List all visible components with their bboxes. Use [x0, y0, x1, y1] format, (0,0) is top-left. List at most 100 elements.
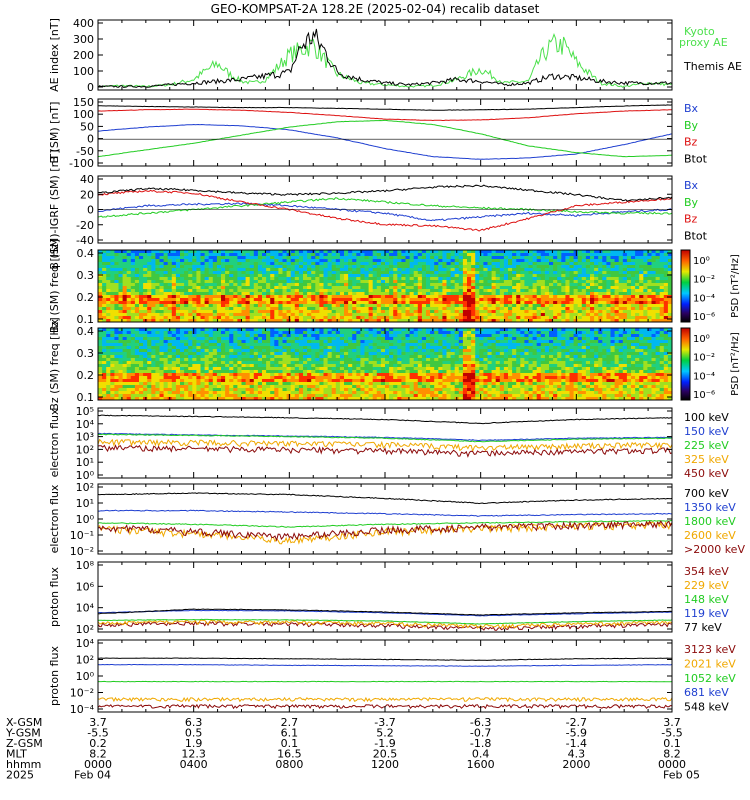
spectrogram-cell: [249, 310, 255, 314]
spectrogram-cell: [257, 277, 263, 281]
spectrogram-cell: [450, 274, 456, 278]
spectrogram-cell: [540, 274, 546, 278]
spectrogram-cell: [163, 268, 169, 272]
spectrogram-cell: [118, 289, 123, 293]
spectrogram-cell: [495, 274, 501, 278]
spectrogram-cell: [590, 298, 595, 302]
spectrogram-cell: [458, 286, 464, 290]
spectrogram-cell: [417, 319, 423, 323]
spectrogram-cell: [446, 274, 451, 278]
spectrogram-cell: [667, 349, 673, 353]
spectrogram-cell: [106, 256, 111, 260]
spectrogram-cell: [651, 334, 656, 338]
spectrogram-cell: [540, 316, 546, 320]
spectrogram-cell: [352, 331, 357, 335]
spectrogram-cell: [147, 295, 152, 299]
spectrogram-cell: [626, 310, 632, 314]
spectrogram-cell: [159, 340, 164, 344]
spectrogram-cell: [184, 259, 189, 263]
spectrogram-cell: [499, 250, 505, 254]
spectrogram-cell: [188, 268, 193, 272]
spectrogram-cell: [376, 313, 382, 317]
spectrogram-cell: [311, 277, 316, 281]
spectrogram-cell: [475, 292, 480, 296]
spectrogram-cell: [479, 262, 484, 266]
spectrogram-cell: [581, 334, 587, 338]
spectrogram-cell: [663, 313, 669, 317]
spectrogram-cell: [122, 271, 128, 275]
spectrogram-cell: [540, 265, 546, 269]
spectrogram-cell: [409, 334, 415, 338]
spectrogram-cell: [667, 286, 673, 290]
spectrogram-cell: [118, 352, 123, 356]
spectrogram-cell: [389, 256, 394, 260]
spectrogram-cell: [581, 337, 587, 341]
spectrogram-cell: [229, 340, 234, 344]
spectrogram-cell: [417, 280, 423, 284]
spectrogram-cell: [356, 286, 361, 290]
spectrogram-cell: [663, 316, 669, 320]
spectrogram-cell: [294, 343, 300, 347]
spectrogram-cell: [442, 328, 447, 332]
spectrogram-cell: [216, 313, 222, 317]
spectrogram-cell: [458, 337, 464, 341]
spectrogram-cell: [405, 301, 410, 305]
spectrogram-cell: [331, 328, 337, 332]
spectrogram-cell: [307, 337, 312, 341]
spectrogram-cell: [565, 349, 570, 353]
spectrogram-cell: [323, 337, 328, 341]
spectrogram-cell: [577, 283, 583, 287]
spectrogram-cell: [639, 313, 644, 317]
spectrogram-cell: [249, 331, 255, 335]
spectrogram-cell: [565, 310, 570, 314]
spectrogram-cell: [196, 259, 201, 263]
spectrogram-cell: [356, 328, 361, 332]
spectrogram-cell: [352, 313, 357, 317]
spectrogram-cell: [200, 253, 205, 257]
spectrogram-cell: [635, 256, 640, 260]
spectrogram-cell: [520, 250, 525, 254]
spectrogram-cell: [450, 250, 456, 254]
spectrogram-cell: [315, 331, 320, 335]
spectrogram-cell: [618, 313, 624, 317]
spectrogram-cell: [360, 256, 365, 260]
spectrogram-cell: [167, 280, 173, 284]
spectrogram-cell: [200, 256, 205, 260]
spectrogram-cell: [618, 274, 624, 278]
spectrogram-cell: [516, 310, 521, 314]
spectrogram-cell: [208, 301, 214, 305]
spectrogram-cell: [417, 337, 423, 341]
spectrogram-cell: [462, 295, 468, 299]
spectrogram-cell: [405, 268, 410, 272]
spectrogram-cell: [389, 304, 394, 308]
spectrogram-cell: [524, 256, 529, 260]
spectrogram-cell: [376, 334, 382, 338]
spectrogram-cell: [483, 250, 488, 254]
spectrogram-cell: [167, 316, 173, 320]
spectrogram-cell: [192, 352, 197, 356]
spectrogram-cell: [270, 346, 275, 350]
spectrogram-cell: [249, 265, 255, 269]
spectrogram-cell: [147, 340, 152, 344]
spectrogram-cell: [352, 262, 357, 266]
spectrogram-cell: [643, 346, 648, 350]
spectrogram-cell: [499, 256, 505, 260]
spectrogram-cell: [413, 295, 419, 299]
spectrogram-cell: [491, 340, 497, 344]
spectrogram-cell: [319, 298, 324, 302]
spectrogram-cell: [577, 253, 583, 257]
spectrogram-cell: [442, 256, 447, 260]
spectrogram-cell: [159, 277, 164, 281]
spectrogram-cell: [663, 331, 669, 335]
spectrogram-cell: [245, 304, 251, 308]
spectrogram-cell: [512, 346, 517, 350]
y-axis-label: AE index [nT]: [48, 18, 61, 92]
spectrogram-cell: [311, 292, 316, 296]
spectrogram-cell: [257, 268, 263, 272]
spectrogram-cell: [532, 349, 538, 353]
spectrogram-cell: [401, 265, 406, 269]
spectrogram-cell: [122, 319, 128, 323]
spectrogram-cell: [339, 340, 345, 344]
spectrogram-cell: [175, 289, 181, 293]
spectrogram-cell: [130, 268, 136, 272]
